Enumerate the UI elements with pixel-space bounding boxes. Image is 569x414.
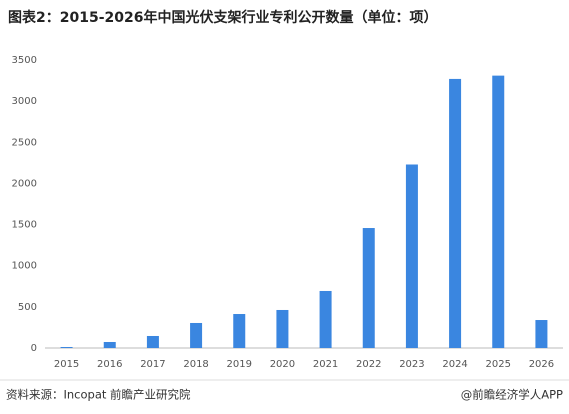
credit: @前瞻经济学人APP — [461, 388, 563, 402]
bar — [146, 335, 159, 348]
x-tick-label: 2023 — [399, 359, 424, 370]
bar — [190, 322, 203, 348]
x-tick-label: 2017 — [140, 359, 165, 370]
source-note: 资料来源：Incopat 前瞻产业研究院 — [6, 388, 191, 402]
bar — [449, 78, 462, 348]
y-tick-label: 3000 — [12, 96, 37, 107]
y-tick-label: 1500 — [12, 220, 37, 231]
x-tick-label: 2026 — [529, 359, 554, 370]
x-tick-label: 2018 — [183, 359, 208, 370]
bar — [276, 309, 289, 348]
x-tick-label: 2020 — [270, 359, 295, 370]
y-tick-label: 2000 — [12, 178, 37, 189]
chart-title: 图表2：2015-2026年中国光伏支架行业专利公开数量（单位：项） — [8, 9, 437, 26]
x-tick-label: 2024 — [442, 359, 467, 370]
x-tick-label: 2016 — [97, 359, 122, 370]
x-tick-label: 2025 — [486, 359, 511, 370]
y-tick-label: 1000 — [12, 261, 37, 272]
x-tick-label: 2021 — [313, 359, 338, 370]
x-tick-label: 2015 — [54, 359, 79, 370]
bar — [103, 341, 116, 348]
bar — [535, 320, 548, 348]
bar — [492, 75, 505, 349]
x-tick-label: 2022 — [356, 359, 381, 370]
bar — [233, 314, 246, 348]
bar — [319, 290, 332, 348]
bar — [362, 228, 375, 348]
bar — [60, 347, 73, 348]
bar — [405, 164, 418, 348]
y-tick-label: 500 — [18, 302, 37, 313]
y-tick-label: 2500 — [12, 137, 37, 148]
x-tick-label: 2019 — [227, 359, 252, 370]
y-tick-label: 0 — [31, 343, 37, 354]
y-tick-label: 3500 — [12, 55, 37, 66]
